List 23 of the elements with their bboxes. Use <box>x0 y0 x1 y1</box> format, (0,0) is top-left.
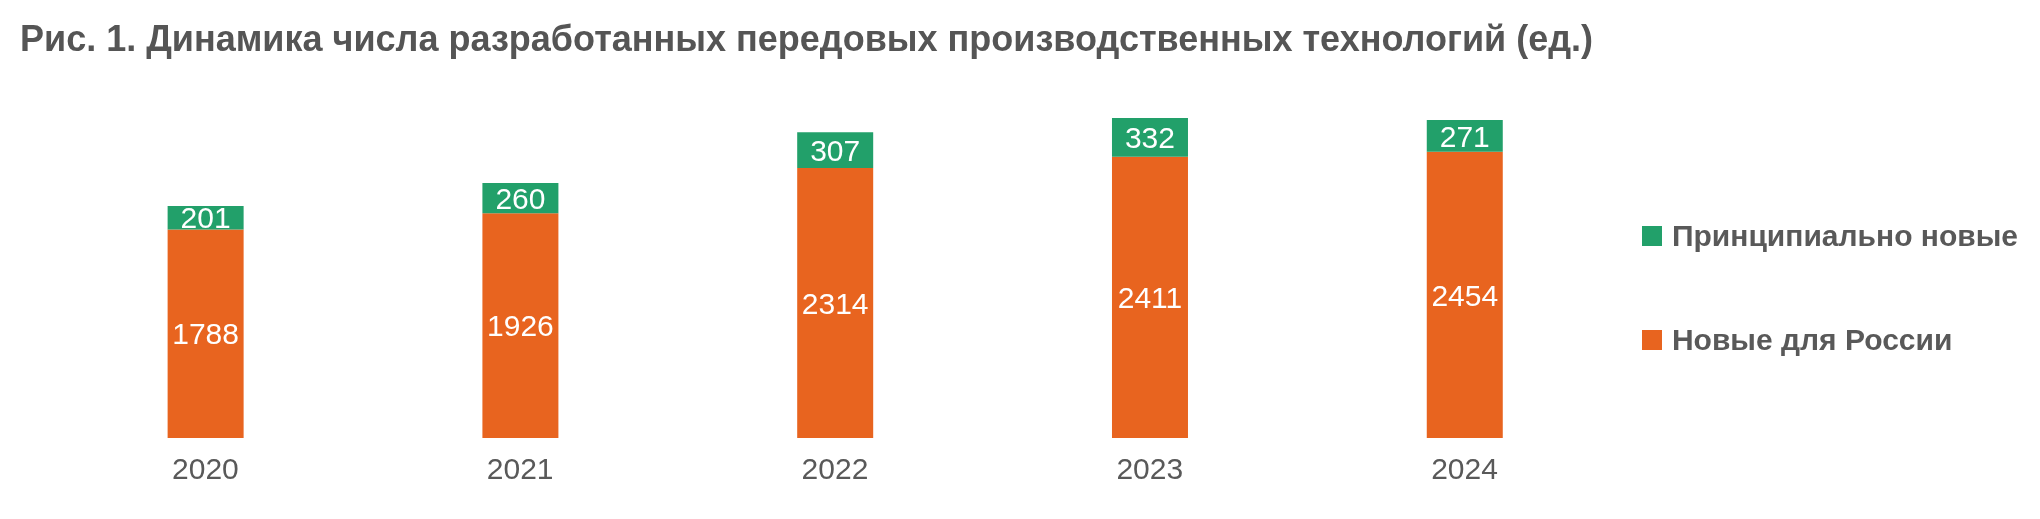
x-tick-label: 2021 <box>486 452 554 486</box>
x-tick-label: 2022 <box>801 452 869 486</box>
chart-title: Рис. 1. Динамика числа разработанных передовых производственных технологий (ед.) <box>19 17 1594 61</box>
data-label: 307 <box>810 133 861 167</box>
bar <box>482 213 559 438</box>
bar <box>1426 151 1503 438</box>
legend-label: Принципиально новые <box>1671 219 2018 253</box>
data-label: 332 <box>1124 121 1176 155</box>
bar <box>167 229 244 438</box>
legend-label: Новые для России <box>1671 323 1953 357</box>
data-label: 2411 <box>1117 281 1183 315</box>
data-label: 271 <box>1439 119 1490 153</box>
data-label: 2454 <box>1431 278 1499 312</box>
data-label: 201 <box>180 201 231 235</box>
bar <box>797 168 874 438</box>
data-label: 260 <box>495 181 546 215</box>
bar <box>1111 156 1188 438</box>
x-tick-label: 2020 <box>172 452 239 486</box>
data-label: 2314 <box>801 286 869 320</box>
data-label: 1926 <box>487 309 554 343</box>
x-tick-label: 2024 <box>1431 452 1498 486</box>
data-label: 1788 <box>172 317 239 351</box>
x-tick-label: 2023 <box>1116 452 1184 486</box>
